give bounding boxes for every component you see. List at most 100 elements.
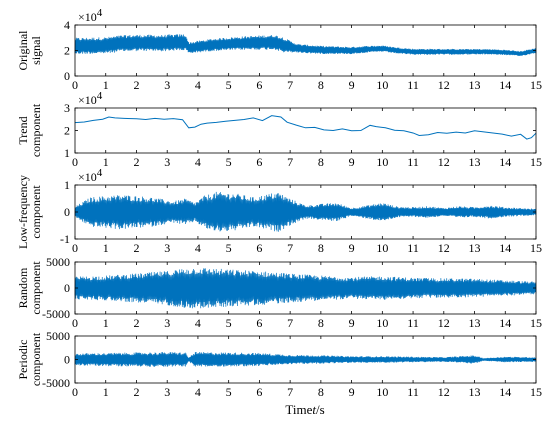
y-axis-label: Randomcomponent <box>16 261 43 315</box>
x-tick-label: 5 <box>226 241 232 255</box>
series-line <box>74 115 537 140</box>
x-tick-label: 11 <box>407 385 419 399</box>
x-tick-label: 0 <box>72 155 78 169</box>
x-tick-label: 6 <box>256 78 262 92</box>
x-tick-label: 15 <box>530 155 542 169</box>
x-tick-label: 7 <box>287 155 293 169</box>
x-tick-label: 3 <box>164 316 170 330</box>
x-tick-label: 5 <box>226 385 232 399</box>
x-tick-label: 9 <box>349 241 355 255</box>
x-tick-label: 6 <box>256 316 262 330</box>
y-tick-label: 2 <box>64 44 70 58</box>
y-axis-label: Low-frequencycomponent <box>16 175 43 249</box>
x-tick-label: 14 <box>499 316 511 330</box>
x-tick-label: 13 <box>469 316 481 330</box>
x-tick-label: 8 <box>318 316 324 330</box>
x-tick-label: 12 <box>438 241 450 255</box>
y-tick-label: 0 <box>64 205 70 219</box>
y-tick-label: -5000 <box>42 307 70 321</box>
x-tick-label: 10 <box>376 385 388 399</box>
series-line <box>74 34 537 56</box>
y-exponent-label: ×104 <box>78 7 103 24</box>
x-tick-label: 6 <box>256 385 262 399</box>
panel-5: 0 1 2 3 4 5 6 7 8 9 10 11 12 13 14 15-500005000Periodic… <box>16 329 542 399</box>
x-tick-label: 3 <box>164 155 170 169</box>
x-tick-label: 2 <box>133 78 139 92</box>
x-tick-label: 13 <box>469 385 481 399</box>
panel-2: 0 1 2 3 4 5 6 7 8 9 10 11 12 13 14 15123×104Trendcompon… <box>16 90 542 169</box>
x-tick-label: 13 <box>469 241 481 255</box>
panel-1: 0 1 2 3 4 5 6 7 8 9 10 11 12 13 14 15024×104Originalsig… <box>16 7 542 92</box>
x-tick-label: 12 <box>438 78 450 92</box>
y-tick-label: 1 <box>64 146 70 160</box>
x-tick-label: 6 <box>256 241 262 255</box>
x-axis-label: Timet/s <box>285 402 324 417</box>
panel-4: 0 1 2 3 4 5 6 7 8 9 10 11 12 13 14 15-500005000Randomco… <box>16 255 542 330</box>
x-tick-label: 1 <box>103 241 109 255</box>
x-tick-label: 0 <box>72 385 78 399</box>
x-tick-label: 12 <box>438 385 450 399</box>
x-tick-label: 11 <box>407 316 419 330</box>
x-tick-label: 9 <box>349 155 355 169</box>
x-tick-label: 4 <box>195 78 201 92</box>
x-tick-label: 2 <box>133 316 139 330</box>
x-tick-label: 4 <box>195 241 201 255</box>
x-tick-label: 11 <box>407 155 419 169</box>
x-tick-label: 7 <box>287 316 293 330</box>
x-tick-label: 9 <box>349 385 355 399</box>
x-tick-label: 2 <box>133 241 139 255</box>
y-tick-label: 5000 <box>46 255 70 269</box>
x-tick-label: 3 <box>164 78 170 92</box>
x-tick-label: 11 <box>407 241 419 255</box>
x-tick-label: 9 <box>349 78 355 92</box>
y-tick-label: -5000 <box>42 376 70 390</box>
y-axis-label: Periodiccomponent <box>16 332 43 386</box>
x-tick-label: 5 <box>226 316 232 330</box>
y-tick-label: -1 <box>60 232 70 246</box>
x-tick-label: 2 <box>133 385 139 399</box>
x-tick-label: 13 <box>469 78 481 92</box>
x-tick-label: 15 <box>530 78 542 92</box>
x-tick-label: 8 <box>318 385 324 399</box>
x-tick-label: 8 <box>318 78 324 92</box>
x-tick-label: 7 <box>287 78 293 92</box>
x-tick-label: 5 <box>226 78 232 92</box>
y-tick-label: 0 <box>64 69 70 83</box>
x-tick-label: 0 <box>72 241 78 255</box>
x-tick-label: 7 <box>287 385 293 399</box>
y-axis-label: Originalsignal <box>16 30 43 71</box>
y-exponent-label: ×104 <box>78 90 103 107</box>
x-tick-label: 1 <box>103 316 109 330</box>
x-tick-label: 14 <box>499 155 511 169</box>
x-tick-label: 14 <box>499 241 511 255</box>
panel-3: 0 1 2 3 4 5 6 7 8 9 10 11 12 13 14 15-101×104Low-freque… <box>16 167 542 255</box>
series-line <box>74 268 537 309</box>
x-tick-label: 1 <box>103 385 109 399</box>
y-tick-label: 2 <box>64 124 70 138</box>
x-tick-label: 8 <box>318 241 324 255</box>
series-line <box>74 351 537 367</box>
y-tick-label: 5000 <box>46 329 70 343</box>
axes-box <box>74 107 537 154</box>
y-tick-label: 3 <box>64 101 70 115</box>
x-tick-label: 3 <box>164 241 170 255</box>
x-tick-label: 4 <box>195 316 201 330</box>
x-tick-label: 1 <box>103 78 109 92</box>
x-tick-label: 12 <box>438 316 450 330</box>
x-tick-label: 6 <box>256 155 262 169</box>
x-tick-label: 3 <box>164 385 170 399</box>
x-tick-label: 11 <box>407 78 419 92</box>
x-tick-label: 1 <box>103 155 109 169</box>
y-tick-label: 0 <box>64 281 70 295</box>
x-tick-label: 10 <box>376 155 388 169</box>
y-tick-label: 1 <box>64 178 70 192</box>
x-tick-label: 15 <box>530 316 542 330</box>
x-tick-label: 12 <box>438 155 450 169</box>
y-tick-label: 0 <box>64 353 70 367</box>
series-line <box>74 191 537 232</box>
x-tick-label: 8 <box>318 155 324 169</box>
y-tick-label: 4 <box>64 18 70 32</box>
x-tick-label: 5 <box>226 155 232 169</box>
x-tick-label: 10 <box>376 241 388 255</box>
